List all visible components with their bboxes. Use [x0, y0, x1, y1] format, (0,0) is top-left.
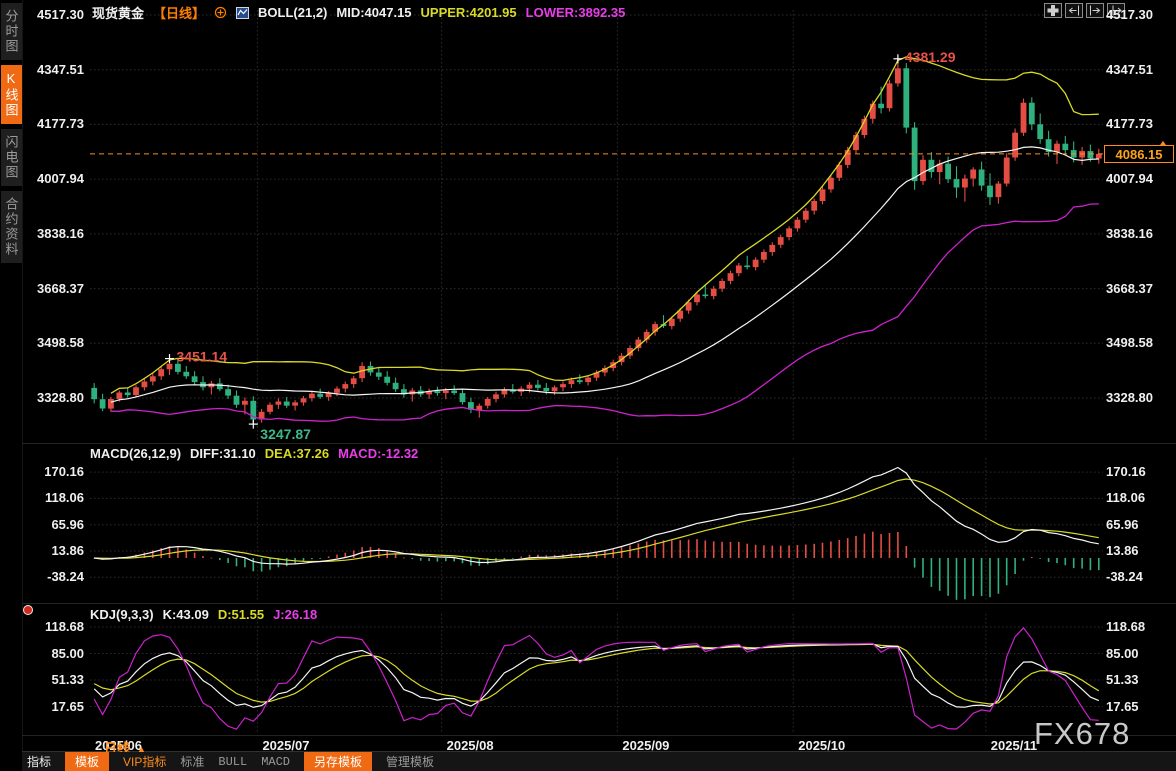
macd-dea-value: DEA:37.26 [264, 446, 330, 461]
boll-lower-value: LOWER:3892.35 [525, 5, 626, 20]
boll-indicator-icon [236, 6, 250, 19]
kdj-k-value: K:43.09 [162, 607, 209, 622]
toolbar-button-7[interactable]: 另存模板 [304, 752, 373, 771]
period-badge: 【日线】 [153, 6, 206, 21]
toolbar-button-8[interactable]: 管理模板 [386, 755, 435, 769]
toolbar-button-1[interactable]: 指标 [27, 755, 52, 769]
last-price-tag: 4086.15 [1104, 145, 1174, 163]
chart-header: 现货黄金 【日线】 BOLL(21,2) MID:4047.15 UPPER:4… [92, 3, 625, 22]
macd-params-label: MACD(26,12,9) [90, 446, 182, 461]
price-annotation: 4381.29 [905, 49, 956, 65]
symbol-name: 现货黄金 [92, 6, 145, 21]
chart-type-sidebar: 分时图 K线图闪电图合约资料 [0, 0, 22, 771]
kdj-j-value: J:26.18 [273, 607, 318, 622]
page-right-icon[interactable] [1107, 3, 1125, 18]
boll-params-label: BOLL(21,2) [258, 5, 328, 20]
sidebar-tab-4[interactable]: 合约资料 [0, 191, 22, 263]
toolbar-divider [22, 751, 1176, 752]
toolbar-button-2[interactable]: 模板 [65, 752, 110, 771]
toolbar-button-4[interactable]: 标准 [180, 755, 205, 769]
kdj-params-label: KDJ(9,3,3) [90, 607, 154, 622]
toolbar-button-6[interactable]: MACD [261, 754, 291, 769]
macd-panel-chart[interactable] [22, 444, 1176, 604]
macd-diff-value: DIFF:31.10 [190, 446, 256, 461]
toolbar-button-3[interactable]: VIP指标 [123, 755, 167, 769]
main-price-chart[interactable]: 3451.14 3247.87 4381.29 [22, 0, 1176, 444]
macd-panel-header: MACD(26,12,9) DIFF:31.10 DEA:37.26 MACD:… [90, 446, 418, 461]
period-dropdown-arrow-icon: ▲ [136, 744, 147, 756]
expand-icon[interactable] [214, 6, 227, 19]
price-annotation: 3247.87 [260, 426, 311, 442]
panel-divider [22, 735, 1176, 736]
boll-mid-value: MID:4047.15 [336, 5, 412, 20]
sidebar-tab-3[interactable]: 闪电图 [0, 129, 22, 186]
sidebar-tab-1[interactable]: 分时图 [0, 3, 22, 60]
bottom-toolbar: 指标 模板 VIP指标 标准 BULL MACD 另存模板 管理模板 [22, 752, 1176, 771]
candlesticks [91, 56, 1102, 425]
kdj-panel-chart[interactable] [22, 604, 1176, 736]
fx678-watermark: FX678 [1034, 716, 1131, 751]
sidebar-divider [22, 0, 23, 771]
kdj-d-value: D:51.55 [217, 607, 265, 622]
shift-right-icon[interactable] [1086, 3, 1104, 18]
chart-toolbar-icons [1044, 3, 1125, 18]
toolbar-button-5[interactable]: BULL [218, 754, 248, 769]
kdj-panel-header: KDJ(9,3,3) K:43.09 D:51.55 J:26.18 [90, 607, 317, 622]
macd-histogram [93, 466, 1100, 600]
kdj-live-marker-icon [23, 605, 33, 615]
price-annotation: 3451.14 [177, 349, 228, 365]
boll-upper-value: UPPER:4201.95 [420, 5, 517, 20]
kdj-lines [93, 626, 1100, 730]
macd-value: MACD:-12.32 [338, 446, 419, 461]
move-chart-icon[interactable] [1044, 3, 1062, 18]
panel-divider [22, 603, 1176, 604]
panel-divider [22, 443, 1176, 444]
sidebar-tab-2[interactable]: K线图 [0, 65, 22, 124]
shift-left-icon[interactable] [1065, 3, 1083, 18]
